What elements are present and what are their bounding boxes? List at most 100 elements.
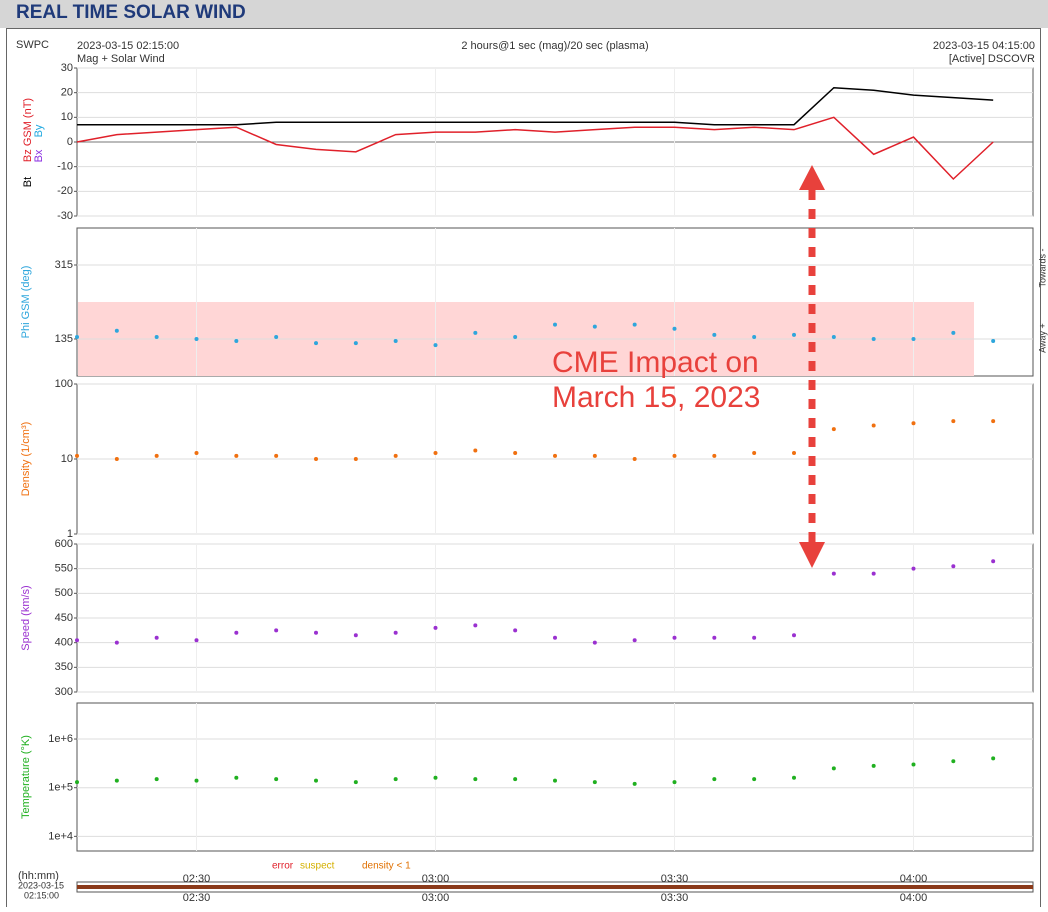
data-point xyxy=(234,339,239,344)
y-tick-label: 350 xyxy=(55,661,73,673)
data-point xyxy=(75,780,79,785)
start-date: 2023-03-15 xyxy=(18,880,64,890)
component-label: By xyxy=(33,124,45,137)
data-point xyxy=(951,330,956,335)
data-point xyxy=(353,341,358,346)
y-tick-label: 315 xyxy=(55,259,73,271)
data-point xyxy=(911,762,916,767)
arrow-head xyxy=(799,542,825,568)
data-point xyxy=(592,640,597,645)
header-bar xyxy=(0,0,1048,28)
y-tick-label: 1 xyxy=(67,528,73,540)
y-tick-label: 500 xyxy=(55,587,73,599)
y-tick-label: 1e+6 xyxy=(48,733,73,745)
data-point xyxy=(991,756,996,761)
data-point xyxy=(75,453,79,458)
data-point xyxy=(831,427,836,432)
time-axis-label: (hh:mm) xyxy=(18,870,59,882)
x-tick-label: 04:00 xyxy=(900,892,928,904)
data-point xyxy=(194,337,199,341)
agency: SWPC xyxy=(16,39,49,51)
data-point xyxy=(154,635,159,640)
data-point xyxy=(154,453,159,458)
plot-area xyxy=(76,702,1034,852)
y-tick-label: 450 xyxy=(55,612,73,624)
y-tick-label: 300 xyxy=(55,686,73,698)
data-point xyxy=(314,341,318,346)
arrow-head xyxy=(799,165,825,190)
cme-arrow xyxy=(799,165,825,568)
end-time: 2023-03-15 04:15:00 xyxy=(933,40,1035,52)
data-point xyxy=(234,775,239,780)
data-point xyxy=(831,571,836,576)
data-point xyxy=(393,339,398,344)
page-title: REAL TIME SOLAR WIND xyxy=(16,2,246,23)
data-point xyxy=(433,625,438,630)
data-point xyxy=(991,559,996,564)
flag-legend: suspect xyxy=(300,861,335,872)
data-point xyxy=(712,453,717,458)
data-point xyxy=(911,566,916,571)
data-point xyxy=(513,777,518,782)
start-clock: 02:15:00 xyxy=(24,890,59,900)
data-point xyxy=(234,453,239,458)
series-line xyxy=(76,116,994,181)
data-point xyxy=(314,457,318,461)
data-point xyxy=(831,334,836,339)
data-point xyxy=(274,628,279,633)
data-point xyxy=(672,453,677,458)
y-tick-label: 1e+5 xyxy=(48,782,73,794)
data-point xyxy=(274,777,279,782)
data-point xyxy=(951,564,956,569)
data-point xyxy=(592,453,597,458)
data-point xyxy=(831,766,836,771)
y-tick-label: 10 xyxy=(61,453,73,465)
data-point xyxy=(712,777,717,782)
y-tick-label: 100 xyxy=(55,378,73,390)
data-point xyxy=(513,451,518,456)
flag-legend: density < 1 xyxy=(362,861,411,872)
data-point xyxy=(114,457,119,461)
resolution: 2 hours@1 sec (mag)/20 sec (plasma) xyxy=(461,40,648,52)
data-point xyxy=(114,778,119,783)
y-tick-label: 1e+4 xyxy=(48,830,73,842)
data-point xyxy=(513,334,518,339)
data-point xyxy=(712,635,717,640)
data-point xyxy=(314,778,318,783)
x-tick-label: 03:00 xyxy=(422,873,450,885)
data-point xyxy=(672,780,677,785)
data-point xyxy=(393,777,398,782)
data-point xyxy=(154,777,159,782)
data-point xyxy=(951,419,956,424)
y-tick-label: -20 xyxy=(57,185,73,197)
data-point xyxy=(592,780,597,785)
data-point xyxy=(433,775,438,780)
data-point xyxy=(314,630,318,635)
data-point xyxy=(353,457,358,461)
x-tick-label: 04:00 xyxy=(900,873,928,885)
subtitle: Mag + Solar Wind xyxy=(77,53,165,65)
data-point xyxy=(353,633,358,638)
data-point xyxy=(553,453,557,458)
sector-label: Away + xyxy=(1037,323,1047,353)
data-point xyxy=(513,628,518,633)
data-point xyxy=(553,778,557,783)
data-point xyxy=(672,326,677,331)
series-label: Bt xyxy=(22,177,34,187)
component-label: Bx xyxy=(33,149,45,162)
data-point xyxy=(632,638,637,643)
data-point xyxy=(393,630,398,635)
y-tick-label: 10 xyxy=(61,111,73,123)
data-point xyxy=(871,337,876,341)
flag-legend: error xyxy=(272,861,294,872)
data-point xyxy=(792,451,796,456)
data-point xyxy=(592,324,597,329)
data-point xyxy=(274,334,279,339)
data-point xyxy=(792,332,796,337)
y-axis-label: Density (1/cm³) xyxy=(20,422,32,497)
annotation: CME Impact on xyxy=(552,346,759,379)
data-point xyxy=(752,334,757,339)
y-tick-label: 30 xyxy=(61,62,73,74)
y-tick-label: 400 xyxy=(55,637,73,649)
